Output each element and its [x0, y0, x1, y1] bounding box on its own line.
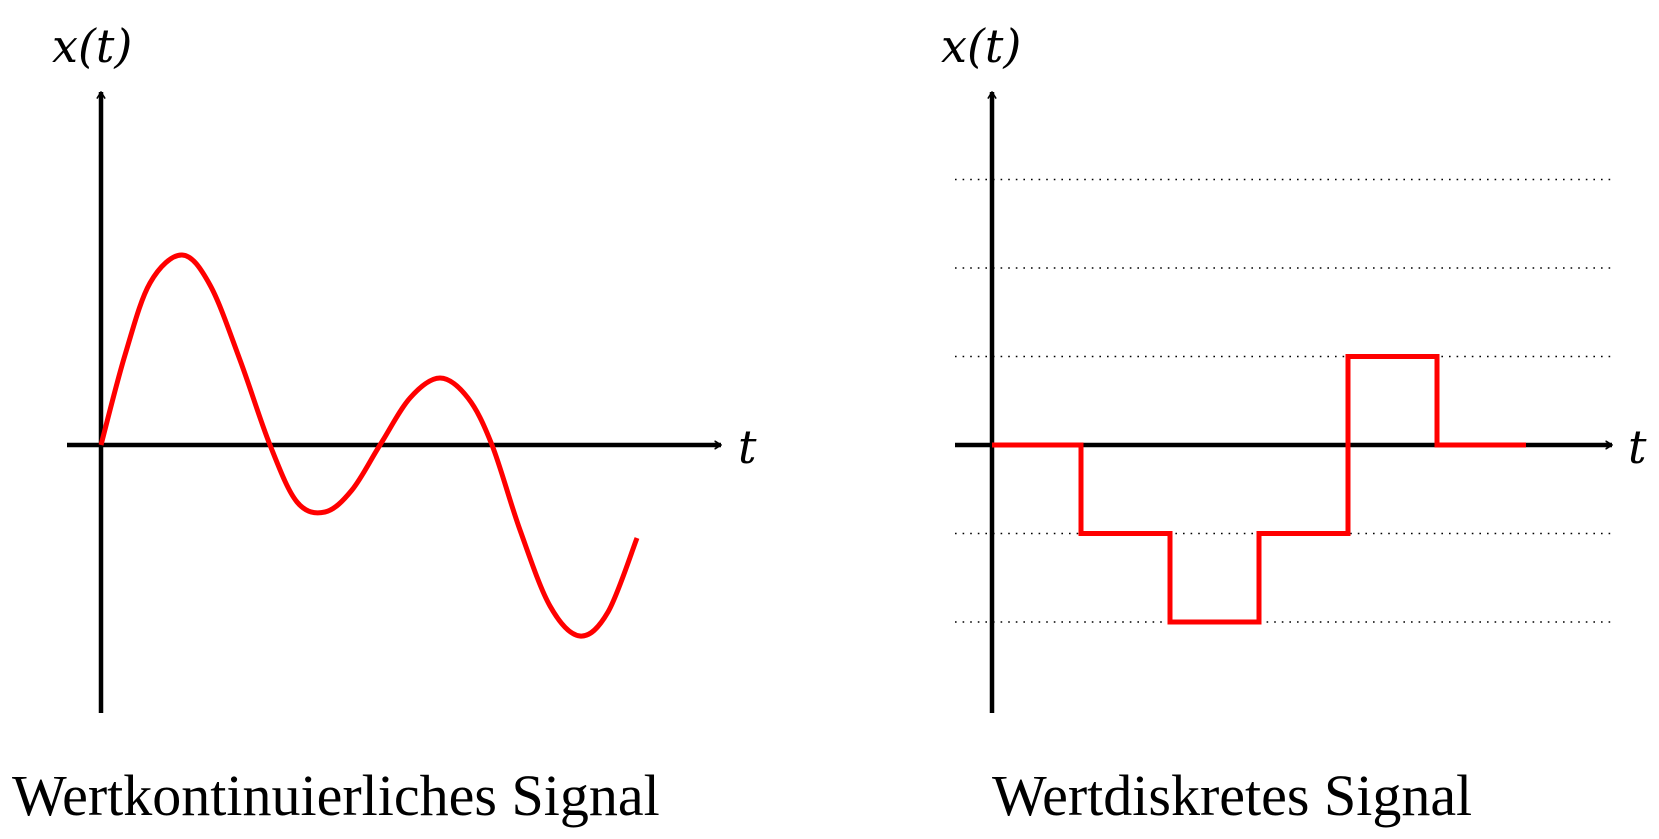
continuous-signal-curve — [98, 252, 640, 639]
discrete-signal-steps — [992, 354, 1526, 625]
caption-continuous: Wertkontinuierliches Signal — [12, 763, 660, 828]
panel-continuous: x(t) t Wertkontinuierliches Signal — [12, 19, 757, 828]
x-axis-label: t — [738, 420, 757, 474]
level-grid-lines — [955, 178, 1612, 623]
panel-discrete: x(t) t Wertdiskretes Signal — [941, 19, 1647, 828]
y-axis-label: x(t) — [52, 19, 132, 73]
x-axis-label: t — [1628, 420, 1647, 474]
y-axis-label: x(t) — [941, 19, 1021, 73]
caption-discrete: Wertdiskretes Signal — [992, 763, 1472, 828]
